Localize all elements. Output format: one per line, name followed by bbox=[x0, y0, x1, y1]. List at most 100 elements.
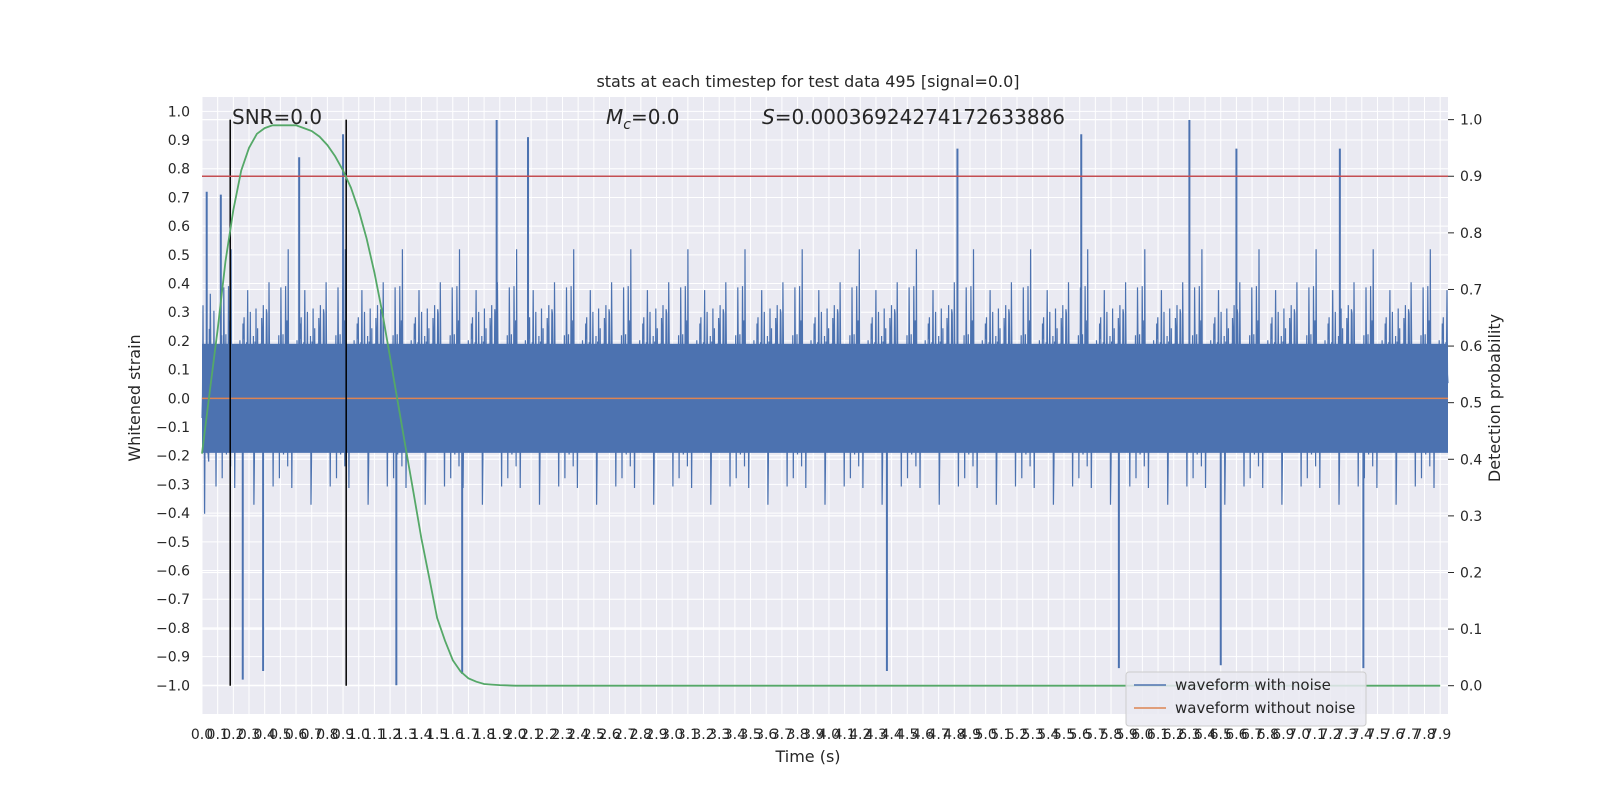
x-tick-label: 5.7 bbox=[1084, 727, 1106, 743]
x-tick-label: 3.4 bbox=[724, 727, 746, 743]
x-tick-label: 5.8 bbox=[1100, 727, 1122, 743]
y-tick-label: −0.7 bbox=[156, 592, 190, 608]
x-tick-label: 4.6 bbox=[912, 727, 934, 743]
x-tick-label: 7.9 bbox=[1429, 727, 1451, 743]
y-tick-label: 0.1 bbox=[168, 363, 190, 379]
x-tick-label: 4.1 bbox=[833, 727, 855, 743]
x-axis-ticks: 0.00.10.20.30.40.50.60.70.80.91.01.11.21… bbox=[191, 727, 1451, 743]
y-right-tick-label: 0.2 bbox=[1460, 565, 1482, 581]
x-tick-label: 2.5 bbox=[583, 727, 605, 743]
x-tick-label: 5.0 bbox=[975, 727, 997, 743]
x-tick-label: 1.6 bbox=[442, 727, 464, 743]
y-tick-label: −0.2 bbox=[156, 449, 190, 465]
x-tick-label: 4.8 bbox=[943, 727, 965, 743]
y-right-tick-label: 0.0 bbox=[1460, 679, 1482, 695]
overlay-lines bbox=[202, 119, 1448, 686]
legend: waveform with noise waveform without noi… bbox=[1125, 671, 1367, 727]
detection-probability-series bbox=[201, 124, 1441, 687]
x-tick-label: 7.1 bbox=[1304, 727, 1326, 743]
x-tick-label: 3.1 bbox=[677, 727, 699, 743]
x-tick-label: 1.8 bbox=[473, 727, 495, 743]
y-tick-label: 0.5 bbox=[168, 248, 190, 264]
x-tick-label: 2.1 bbox=[520, 727, 542, 743]
y-axis-left-label: Whitened strain bbox=[125, 334, 144, 461]
x-tick-label: 3.6 bbox=[755, 727, 777, 743]
mc-subscript: c bbox=[623, 117, 631, 133]
y-tick-label: 0.4 bbox=[168, 277, 190, 293]
y-tick-label: 0.2 bbox=[168, 334, 190, 350]
x-tick-label: 5.9 bbox=[1116, 727, 1138, 743]
y-tick-label: −0.3 bbox=[156, 477, 190, 493]
y-tick-label: −0.9 bbox=[156, 650, 190, 666]
x-tick-label: 1.1 bbox=[363, 727, 385, 743]
x-tick-label: 1.2 bbox=[379, 727, 401, 743]
mc-value: =0.0 bbox=[631, 105, 680, 129]
x-tick-label: 1.9 bbox=[489, 727, 511, 743]
x-tick-label: 3.3 bbox=[708, 727, 730, 743]
y-right-tick-label: 0.6 bbox=[1460, 339, 1482, 355]
x-tick-label: 7.7 bbox=[1398, 727, 1420, 743]
mc-symbol: M bbox=[606, 105, 623, 129]
x-tick-label: 1.0 bbox=[348, 727, 370, 743]
y-tick-label: 0.6 bbox=[168, 219, 190, 235]
x-tick-label: 6.7 bbox=[1241, 727, 1263, 743]
x-tick-label: 1.4 bbox=[410, 727, 432, 743]
y-right-tick-label: 0.8 bbox=[1460, 226, 1482, 242]
x-tick-label: 2.7 bbox=[614, 727, 636, 743]
x-tick-label: 6.1 bbox=[1147, 727, 1169, 743]
legend-box bbox=[1125, 671, 1367, 727]
x-tick-label: 3.0 bbox=[661, 727, 683, 743]
y-tick-label: 0.9 bbox=[168, 133, 190, 149]
x-tick-label: 6.5 bbox=[1210, 727, 1232, 743]
x-tick-label: 4.7 bbox=[927, 727, 949, 743]
y-tick-label: 1.0 bbox=[168, 104, 190, 120]
x-tick-label: 3.8 bbox=[786, 727, 808, 743]
legend-label-clean: waveform without noise bbox=[1175, 699, 1355, 717]
x-tick-label: 1.3 bbox=[395, 727, 417, 743]
y-right-tick-label: 1.0 bbox=[1460, 113, 1482, 129]
x-tick-label: 7.4 bbox=[1351, 727, 1373, 743]
y-axis-left-ticks: 1.0 0.9 0.8 0.7 0.6 0.5 0.4 0.3 0.2 0.1 0.0 −0.1 −0.… bbox=[156, 104, 190, 694]
x-tick-label: 6.8 bbox=[1257, 727, 1279, 743]
y-tick-label: −0.4 bbox=[156, 506, 190, 522]
x-tick-label: 6.2 bbox=[1163, 727, 1185, 743]
x-tick-label: 7.2 bbox=[1319, 727, 1341, 743]
x-tick-label: 0.2 bbox=[222, 727, 244, 743]
y-right-tick-label: 0.3 bbox=[1460, 509, 1482, 525]
y-tick-label: 0.8 bbox=[168, 162, 190, 178]
x-tick-label: 7.8 bbox=[1413, 727, 1435, 743]
x-tick-label: 7.3 bbox=[1335, 727, 1357, 743]
y-right-tick-label: 0.7 bbox=[1460, 282, 1482, 298]
y-right-tick-label: 0.1 bbox=[1460, 622, 1482, 638]
x-tick-label: 6.3 bbox=[1178, 727, 1200, 743]
legend-label-noise: waveform with noise bbox=[1175, 676, 1331, 694]
y-tick-label: −0.6 bbox=[156, 564, 190, 580]
x-tick-label: 2.4 bbox=[567, 727, 589, 743]
x-tick-label: 2.9 bbox=[645, 727, 667, 743]
probability-trace bbox=[201, 124, 1441, 687]
x-tick-label: 3.7 bbox=[771, 727, 793, 743]
y-right-tick-label: 0.4 bbox=[1460, 452, 1482, 468]
y-axis-right-label: Detection probability bbox=[1485, 314, 1504, 482]
x-tick-label: 7.6 bbox=[1382, 727, 1404, 743]
x-tick-label: 5.2 bbox=[1006, 727, 1028, 743]
x-tick-label: 6.0 bbox=[1131, 727, 1153, 743]
x-tick-label: 2.8 bbox=[630, 727, 652, 743]
x-tick-label: 4.0 bbox=[818, 727, 840, 743]
x-tick-label: 3.5 bbox=[739, 727, 761, 743]
chart-title: stats at each timestep for test data 495… bbox=[596, 72, 1019, 91]
y-right-tick-label: 0.9 bbox=[1460, 169, 1482, 185]
y-tick-label: −0.1 bbox=[156, 420, 190, 436]
x-tick-label: 4.5 bbox=[896, 727, 918, 743]
y-tick-label: 0.7 bbox=[168, 190, 190, 206]
x-tick-label: 2.3 bbox=[551, 727, 573, 743]
mc-annotation: Mc=0.0 bbox=[606, 105, 680, 133]
x-tick-label: 6.6 bbox=[1225, 727, 1247, 743]
x-tick-label: 3.2 bbox=[692, 727, 714, 743]
x-tick-label: 7.0 bbox=[1288, 727, 1310, 743]
x-tick-label: 2.2 bbox=[536, 727, 558, 743]
x-tick-label: 0.0 bbox=[191, 727, 213, 743]
x-tick-label: 5.6 bbox=[1069, 727, 1091, 743]
x-tick-label: 5.1 bbox=[990, 727, 1012, 743]
x-tick-label: 1.5 bbox=[426, 727, 448, 743]
